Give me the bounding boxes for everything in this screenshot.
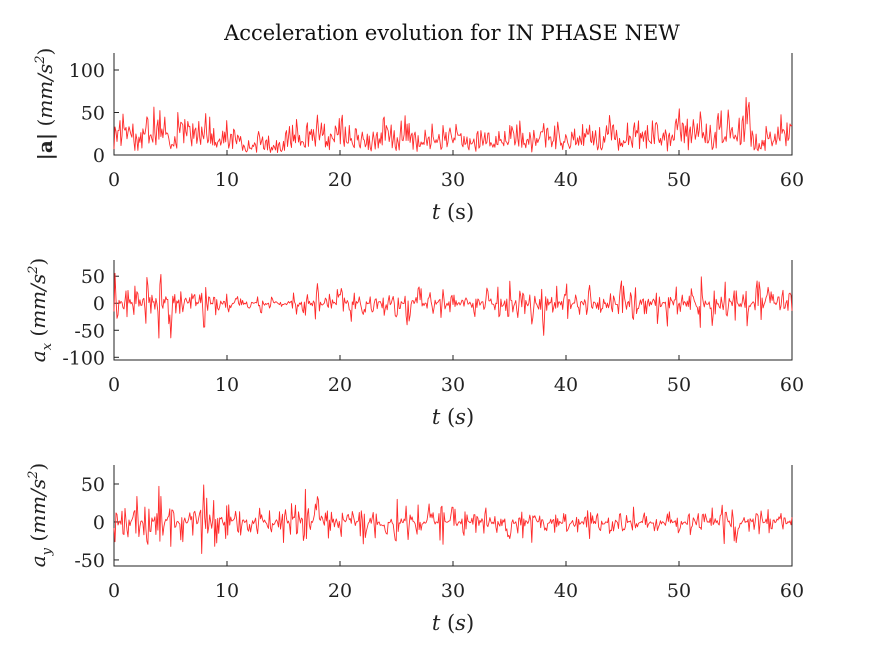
x-tick-label: 20: [328, 374, 352, 396]
x-tick-label: 0: [108, 374, 120, 396]
x-tick-label: 10: [215, 169, 239, 191]
y-axis-label: ax (mm/s2): [26, 258, 55, 362]
x-tick-label: 50: [667, 374, 691, 396]
y-axis-label: ay (mm/s2): [26, 463, 55, 568]
magnitude-line: [113, 97, 793, 154]
x-tick-label: 60: [780, 169, 804, 191]
x-axis-label: t (s): [432, 611, 474, 635]
x-tick-label: 0: [108, 580, 120, 602]
x-axis-label: t (s): [432, 200, 474, 224]
y-tick-label: 50: [81, 266, 105, 288]
y-tick-label: 0: [93, 145, 105, 167]
x-tick-label: 60: [780, 374, 804, 396]
x-tick-label: 0: [108, 169, 120, 191]
x-tick-label: 30: [441, 580, 465, 602]
axis-box: [113, 465, 793, 567]
svg-text:ax (mm/s2): ax (mm/s2): [26, 258, 55, 362]
x-ticks: 0 10 20 30 40 50 60: [108, 561, 804, 602]
x-ticks: 0 10 20 30 40 50 60: [108, 355, 804, 396]
x-tick-label: 60: [780, 580, 804, 602]
axis-box: [113, 53, 793, 156]
x-tick-label: 10: [215, 374, 239, 396]
y-tick-label: -100: [62, 347, 105, 369]
x-tick-label: 30: [441, 374, 465, 396]
x-tick-label: 30: [441, 169, 465, 191]
ay-line: [113, 484, 793, 554]
x-tick-label: 10: [215, 580, 239, 602]
y-tick-label: 0: [93, 512, 105, 534]
y-ticks: -50 0 50: [74, 474, 119, 572]
x-axis-label: t (s): [432, 405, 474, 429]
y-axis-label: |a| (mm/s2): [33, 48, 57, 161]
figure-title: Acceleration evolution for IN PHASE NEW: [223, 21, 680, 45]
x-tick-label: 50: [667, 169, 691, 191]
ax-line: [113, 272, 793, 339]
panel-ax: 0 10 20 30 40 50 60 -100 -50 0 50 t (s) ax (mm/s2…: [26, 258, 804, 429]
x-tick-label: 20: [328, 580, 352, 602]
x-tick-label: 20: [328, 169, 352, 191]
x-tick-label: 50: [667, 580, 691, 602]
svg-text:|a| (mm/s2): |a| (mm/s2): [33, 48, 57, 161]
y-tick-label: -50: [74, 320, 105, 342]
x-tick-label: 40: [554, 580, 578, 602]
x-tick-label: 40: [554, 374, 578, 396]
panel-magnitude: 0 10 20 30 40 50 60 0 50 100 t (s) |a| (mm/s2): [33, 48, 804, 224]
y-ticks: -100 -50 0 50: [62, 266, 119, 369]
y-tick-label: -50: [74, 550, 105, 572]
svg-text:ay (mm/s2): ay (mm/s2): [26, 463, 55, 568]
y-tick-label: 0: [93, 293, 105, 315]
y-ticks: 0 50 100: [69, 60, 119, 167]
y-tick-label: 50: [81, 474, 105, 496]
y-tick-label: 100: [69, 60, 105, 82]
y-tick-label: 50: [81, 103, 105, 125]
x-ticks: 0 10 20 30 40 50 60: [108, 150, 804, 191]
x-tick-label: 40: [554, 169, 578, 191]
